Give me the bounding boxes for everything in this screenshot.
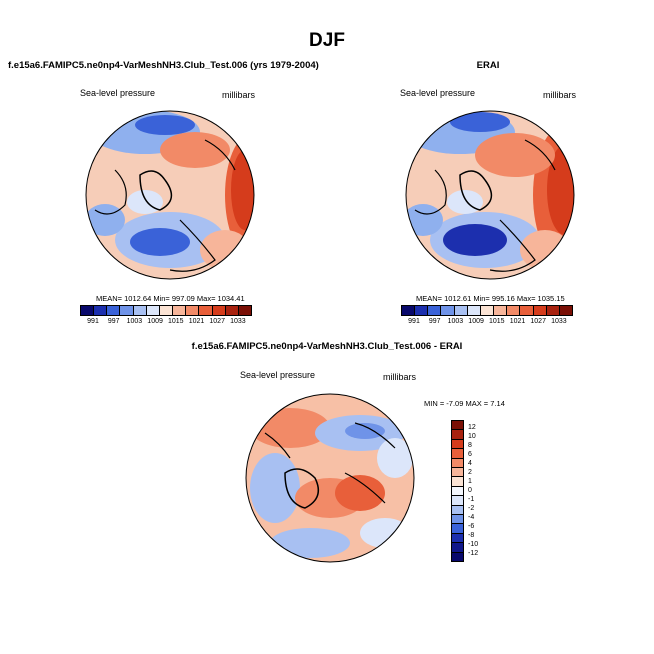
tick-label: 991: [408, 318, 420, 325]
tick-label: 1003: [126, 318, 143, 325]
tick-label: -6: [468, 523, 475, 530]
panel-2-title: ERAI: [476, 60, 500, 71]
tick-label: -1: [468, 496, 475, 503]
tick-label: 1003: [447, 318, 464, 325]
tick-label: -10: [468, 541, 479, 548]
panel-1-colorbar-labels: 991 997 1003 1009 1015 1021 1027 1033: [80, 318, 250, 328]
tick-label: 1009: [468, 318, 484, 325]
tick-label: 2: [468, 469, 472, 476]
panel-2-stats: MEAN= 1012.61 Min= 995.16 Max= 1035.15: [416, 294, 565, 303]
panel-3-title: f.e15a6.FAMIPC5.ne0np4-VarMeshNH3.Club_T…: [191, 341, 463, 352]
tick-label: -8: [468, 532, 475, 539]
panel-1-colorbar: [80, 305, 252, 316]
panel-1-stats: MEAN= 1012.64 Min= 997.09 Max= 1034.41: [96, 294, 245, 303]
tick-label: 1027: [209, 318, 225, 325]
panel-2-map: [405, 110, 575, 280]
tick-label: 10: [468, 433, 476, 440]
panel-1-title: f.e15a6.FAMIPC5.ne0np4-VarMeshNH3.Club_T…: [8, 60, 319, 71]
panel-2-colorbar: [401, 305, 573, 316]
tick-label: 12: [468, 424, 476, 431]
panel-3-variable: Sea-level pressure: [240, 370, 316, 380]
tick-label: 997: [107, 318, 120, 325]
panel-3-units: millibars: [383, 372, 417, 382]
tick-label: -4: [468, 514, 475, 521]
tick-label: 1033: [551, 318, 567, 325]
tick-label: 1009: [147, 318, 163, 325]
tick-label: 1: [468, 478, 472, 485]
tick-label: 0: [468, 487, 472, 494]
panel-3-colorbar: [451, 420, 464, 562]
tick-label: 1015: [489, 318, 505, 325]
panel-2-colorbar-labels: 991 997 1003 1009 1015 1021 1027 1033: [401, 318, 571, 328]
page-title: DJF: [309, 30, 345, 51]
tick-label: 991: [87, 318, 99, 325]
tick-label: 6: [468, 451, 472, 458]
tick-label: 4: [468, 460, 472, 467]
tick-label: 1033: [230, 318, 246, 325]
tick-label: 997: [428, 318, 441, 325]
panel-3-colorbar-labels: 12 10 8 6 4 2 1 0 -1 -2 -4 -6 -8 -10 -12: [468, 420, 498, 560]
tick-label: 1015: [168, 318, 184, 325]
panel-1-units: millibars: [222, 90, 256, 100]
tick-label: 1021: [188, 318, 205, 325]
panel-1-variable: Sea-level pressure: [80, 88, 156, 98]
tick-label: 8: [468, 442, 472, 449]
tick-label: 1027: [530, 318, 546, 325]
tick-label: -12: [468, 550, 479, 557]
panel-2-variable: Sea-level pressure: [400, 88, 476, 98]
tick-label: 1021: [509, 318, 526, 325]
panel-3-stats: MIN = -7.09 MAX = 7.14: [424, 399, 505, 408]
panel-2-units: millibars: [543, 90, 577, 100]
panel-3-map: [245, 393, 415, 563]
panel-1-map: [85, 110, 255, 280]
tick-label: -2: [468, 505, 475, 512]
